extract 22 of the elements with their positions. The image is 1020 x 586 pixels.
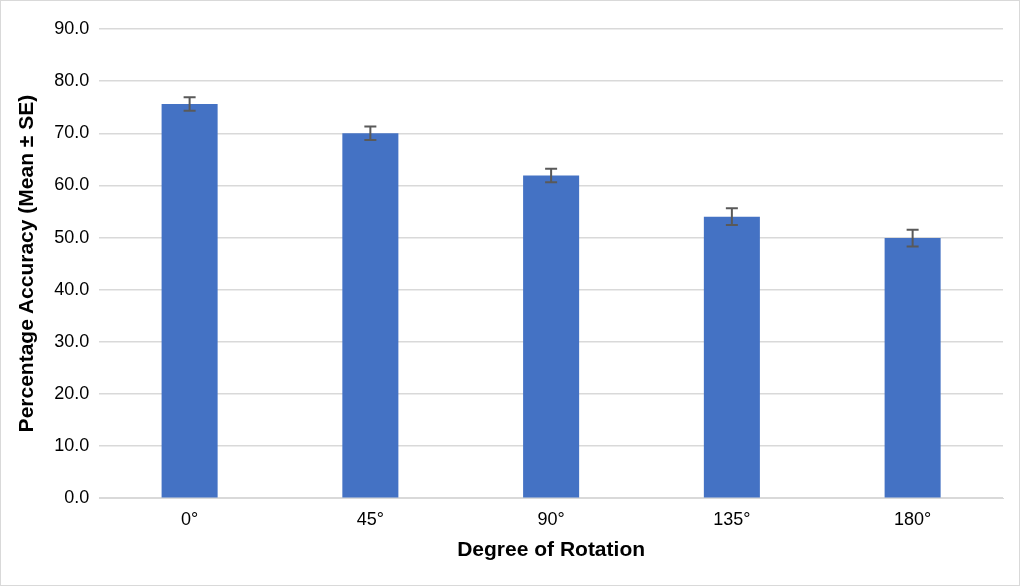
bar [703, 216, 760, 498]
bar [161, 104, 218, 498]
y-axis-title: Percentage Accuracy (Mean ± SE) [14, 94, 38, 433]
y-tick-label: 90.0 [54, 17, 90, 38]
x-tick-label: 135° [713, 508, 751, 529]
y-tick-label: 20.0 [54, 382, 90, 403]
x-tick-label: 45° [356, 508, 384, 529]
x-tick-label: 0° [181, 508, 199, 529]
y-tick-label: 30.0 [54, 330, 90, 351]
y-tick-label: 70.0 [54, 122, 90, 143]
y-tick-label: 50.0 [54, 226, 90, 247]
bar [342, 133, 399, 498]
bar [884, 238, 941, 498]
y-tick-label: 80.0 [54, 70, 90, 91]
bar [523, 175, 580, 498]
y-tick-label: 10.0 [54, 435, 90, 456]
x-tick-label: 180° [894, 508, 932, 529]
x-tick-label: 90° [537, 508, 565, 529]
x-axis-title: Degree of Rotation [457, 537, 646, 561]
y-tick-label: 60.0 [54, 174, 90, 195]
y-tick-label: 40.0 [54, 278, 90, 299]
y-tick-label: 0.0 [64, 487, 90, 508]
